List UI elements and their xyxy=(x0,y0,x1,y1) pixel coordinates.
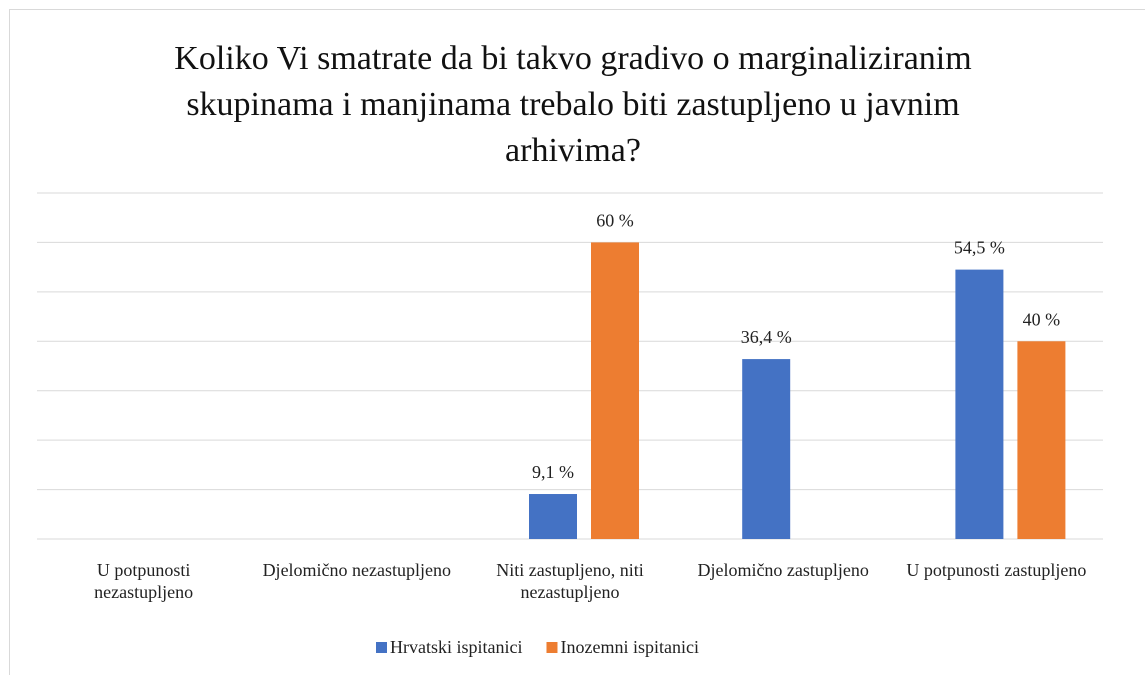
bar xyxy=(955,269,1004,539)
x-tick-label: Djelomično nezastupljeno xyxy=(263,560,451,580)
data-label: 9,1 % xyxy=(532,462,574,482)
data-label: 54,5 % xyxy=(954,238,1005,258)
chart-title: Koliko Vi smatrate da bi takvo gradivo o… xyxy=(174,40,972,169)
chart-frame xyxy=(9,9,1145,675)
legend-label: Hrvatski ispitanici xyxy=(390,637,522,657)
x-tick-label: Niti zastupljeno, niti nezastupljeno xyxy=(496,560,643,602)
bar xyxy=(1017,341,1066,539)
legend-swatch xyxy=(546,642,558,653)
bar xyxy=(529,494,577,539)
x-tick-label: Djelomično zastupljeno xyxy=(697,560,868,580)
x-tick-label: U potpunosti nezastupljeno xyxy=(94,560,193,602)
bar xyxy=(742,359,791,539)
legend-label: Inozemni ispitanici xyxy=(560,637,698,657)
legend: Hrvatski ispitanici Inozemni ispitanici xyxy=(376,637,699,657)
x-tick-label: U potpunosti zastupljeno xyxy=(906,560,1086,580)
data-label: 60 % xyxy=(596,210,634,230)
bar xyxy=(591,242,639,539)
legend-swatch xyxy=(376,642,387,653)
data-label: 36,4 % xyxy=(741,327,792,347)
data-label: 40 % xyxy=(1023,309,1061,329)
